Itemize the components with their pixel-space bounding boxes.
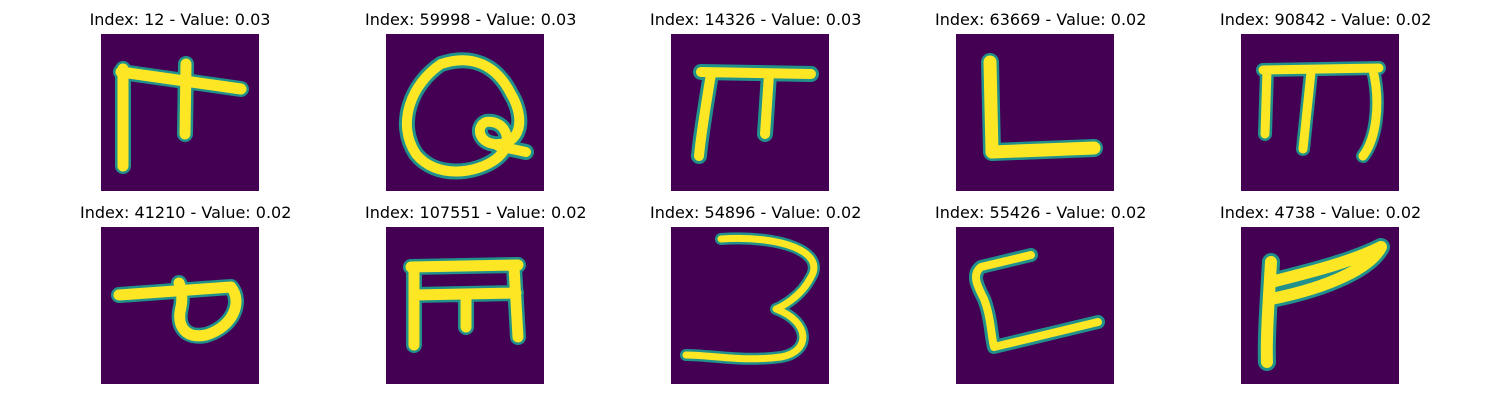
- panel-6: Index: 41210 - Value: 0.02: [80, 203, 292, 384]
- panel-5: Index: 90842 - Value: 0.02: [1220, 10, 1432, 191]
- panel-title: Index: 41210 - Value: 0.02: [80, 203, 292, 222]
- panel-title: Index: 59998 - Value: 0.03: [365, 10, 577, 29]
- handwritten-glyph-image: [386, 34, 544, 191]
- panel-title: Index: 63669 - Value: 0.02: [935, 10, 1147, 29]
- panel-3: Index: 14326 - Value: 0.03: [650, 10, 862, 191]
- handwritten-glyph-image: [671, 227, 829, 384]
- panel-title: Index: 55426 - Value: 0.02: [935, 203, 1147, 222]
- panel-7: Index: 107551 - Value: 0.02: [365, 203, 587, 384]
- panel-9: Index: 55426 - Value: 0.02: [935, 203, 1147, 384]
- glyph-107551: [403, 257, 526, 353]
- panel-4: Index: 63669 - Value: 0.02: [935, 10, 1147, 191]
- glyph-54896: [680, 232, 820, 365]
- handwritten-glyph-image: [101, 34, 259, 191]
- handwritten-glyph-image: [1241, 34, 1399, 191]
- glyph-4738: [1257, 238, 1390, 371]
- panel-1: Index: 12 - Value: 0.03: [80, 10, 280, 191]
- glyph-41210: [111, 275, 244, 344]
- glyph-63669: [981, 53, 1103, 161]
- glyph-90842: [1256, 61, 1386, 163]
- panel-title: Index: 14326 - Value: 0.03: [650, 10, 862, 29]
- handwritten-glyph-image: [101, 227, 259, 384]
- panel-title: Index: 12 - Value: 0.03: [89, 10, 271, 29]
- panel-2: Index: 59998 - Value: 0.03: [365, 10, 577, 191]
- panel-title: Index: 90842 - Value: 0.02: [1220, 10, 1432, 29]
- handwritten-glyph-image: [1241, 227, 1399, 384]
- glyph-12: [113, 56, 249, 174]
- panel-title: Index: 107551 - Value: 0.02: [365, 203, 587, 222]
- panel-title: Index: 54896 - Value: 0.02: [650, 203, 862, 222]
- handwritten-glyph-image: [671, 34, 829, 191]
- glyph-59998: [399, 52, 534, 180]
- glyph-55426: [969, 248, 1105, 354]
- handwritten-glyph-image: [956, 34, 1114, 191]
- panel-8: Index: 54896 - Value: 0.02: [650, 203, 862, 384]
- handwritten-glyph-image: [956, 227, 1114, 384]
- glyph-14326: [691, 64, 819, 164]
- panel-title: Index: 4738 - Value: 0.02: [1220, 203, 1422, 222]
- handwritten-glyph-image: [386, 227, 544, 384]
- panel-10: Index: 4738 - Value: 0.02: [1220, 203, 1422, 384]
